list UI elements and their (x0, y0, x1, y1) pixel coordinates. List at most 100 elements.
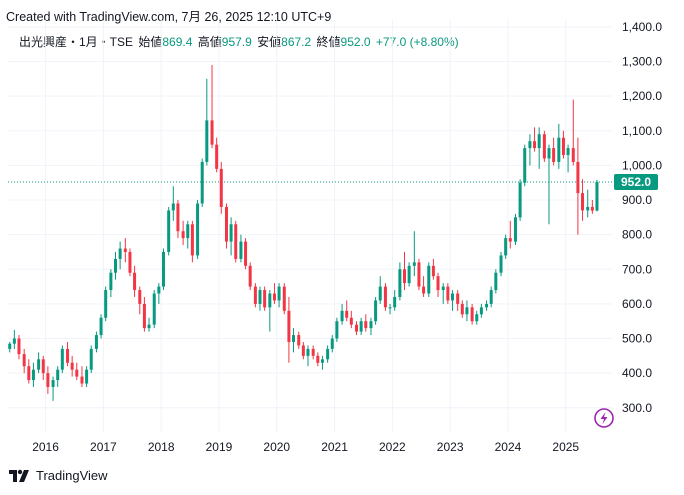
candle-body (60, 348, 64, 370)
grid (8, 20, 612, 432)
candle-body (316, 355, 320, 363)
candle-body (359, 321, 363, 332)
candle-body (138, 290, 142, 304)
candle-body (475, 314, 479, 322)
candle-body (56, 369, 60, 381)
candle-body (499, 255, 503, 273)
candle-body (422, 286, 426, 294)
ohlc-legend: 出光興産・1月・TSE 始値869.4 高値957.9 安値867.2 終値95… (19, 33, 459, 50)
x-tick-label: 2022 (379, 440, 406, 454)
candle-body (485, 303, 489, 308)
x-axis[interactable]: 2016 2017 2018 2019 2020 2021 2022 2023 2024 2025 (32, 440, 579, 454)
x-tick-label: 2021 (321, 440, 348, 454)
candle-body (326, 348, 330, 360)
low-label: 安値 (257, 35, 282, 49)
candle-body (571, 148, 575, 162)
candle-body (287, 310, 291, 342)
candle-body (547, 148, 551, 159)
candle-body (133, 272, 137, 291)
last-price-tag-bg (614, 174, 658, 191)
candle-body (306, 348, 310, 356)
candle-body (292, 335, 296, 342)
candle-body (460, 303, 464, 315)
candle-body (330, 338, 334, 349)
candle-body (431, 265, 435, 277)
candle-body (388, 307, 392, 309)
candle-body (229, 224, 233, 242)
y-tick-label: 1,300.0 (622, 55, 662, 69)
candle-body (340, 310, 344, 322)
candle-body (17, 338, 21, 355)
candle-body (542, 134, 546, 159)
candle-body (364, 321, 368, 329)
candle-body (393, 296, 397, 308)
candle-body (566, 148, 570, 156)
x-tick-label: 2025 (552, 440, 579, 454)
candle-body (320, 359, 324, 363)
candle-body (27, 366, 31, 381)
candle-body (311, 348, 315, 356)
candle-body (586, 206, 590, 211)
candle-body (142, 303, 146, 329)
y-tick-label: 700.0 (622, 262, 652, 276)
candle-body (417, 262, 421, 287)
candle-body (277, 286, 281, 301)
y-tick-label: 300.0 (622, 401, 652, 415)
candle-body (528, 141, 532, 149)
candle-body (595, 182, 599, 211)
footer-brand[interactable]: TradingView (9, 468, 108, 483)
candle-body (383, 286, 387, 308)
y-tick-label: 400.0 (622, 366, 652, 380)
candle-body (152, 293, 156, 325)
y-tick-label: 900.0 (622, 193, 652, 207)
open-value: 869.4 (162, 35, 193, 49)
candle-body (403, 269, 407, 284)
candle-body (576, 161, 580, 194)
candle-body (355, 324, 359, 332)
candle-body (557, 137, 561, 162)
tradingview-logo-icon (9, 469, 29, 482)
candle-body (114, 258, 118, 273)
candle-body (248, 265, 252, 287)
chart-header: Created with TradingView.com, 7月 26, 202… (6, 10, 332, 24)
y-tick-label: 1,400.0 (622, 20, 662, 34)
candle-body (176, 203, 180, 232)
y-axis[interactable]: 300.0 400.0 500.0 600.0 700.0 800.0 900.0 1,000… (622, 20, 662, 415)
candle-body (456, 293, 460, 304)
x-tick-label: 2019 (206, 440, 233, 454)
candle-body (465, 307, 469, 315)
y-tick-label: 800.0 (622, 228, 652, 242)
x-tick-label: 2024 (495, 440, 522, 454)
candle-body (345, 310, 349, 318)
candle-body (109, 272, 113, 291)
candle-body (104, 290, 108, 318)
x-tick-label: 2017 (90, 440, 117, 454)
candle-body (272, 293, 276, 301)
candle-body (70, 362, 74, 370)
candle-body (479, 307, 483, 315)
change-value: +77.0 (+8.80%) (375, 35, 459, 49)
candle-body (31, 369, 35, 381)
candle-body (494, 272, 498, 291)
candle-body (66, 348, 70, 363)
candle-body (85, 369, 89, 384)
candle-body (253, 286, 257, 304)
candle-body (412, 262, 416, 266)
y-tick-label: 1,200.0 (622, 89, 662, 103)
y-tick-label: 500.0 (622, 332, 652, 346)
candle-body (446, 286, 450, 301)
candle-body (94, 335, 98, 349)
candle-body (244, 241, 248, 266)
candle-body (157, 286, 161, 294)
candle-body (552, 148, 556, 162)
high-label: 高値 (197, 35, 222, 49)
x-tick-label: 2023 (437, 440, 464, 454)
candle-body (518, 182, 522, 218)
candle-body (335, 321, 339, 339)
candle-body (224, 206, 228, 242)
candle-body (171, 203, 175, 211)
candle-body (219, 168, 223, 207)
symbol-label[interactable]: 出光興産・1月・TSE (19, 35, 134, 49)
lightning-icon[interactable] (594, 408, 614, 428)
